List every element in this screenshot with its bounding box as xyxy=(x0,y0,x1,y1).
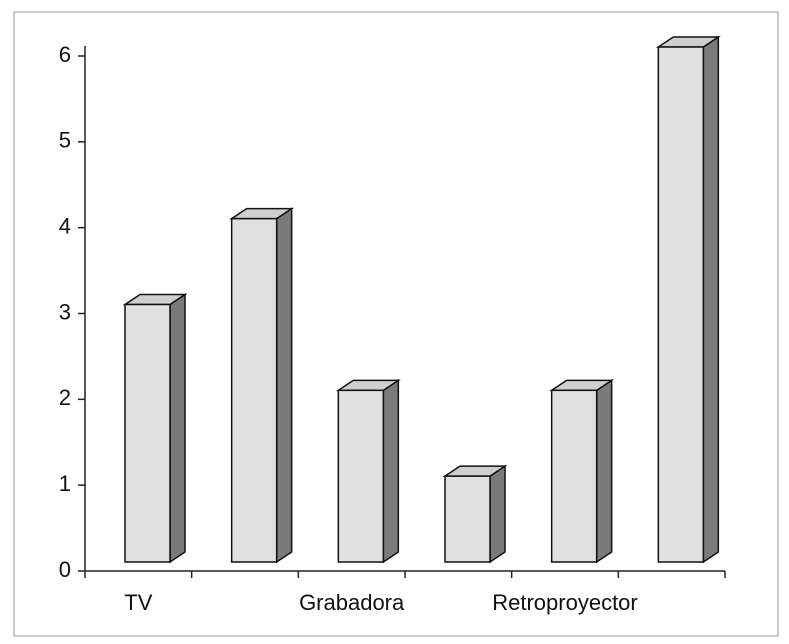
bar xyxy=(657,46,705,563)
bar xyxy=(337,389,385,563)
y-tick-label: 5 xyxy=(59,128,71,153)
bar-side xyxy=(169,293,186,564)
bar-side xyxy=(489,464,506,564)
y-tick-label: 1 xyxy=(59,471,71,496)
bar xyxy=(444,475,491,563)
x-tick-label: TV xyxy=(124,590,152,615)
bar-side xyxy=(595,378,613,564)
x-tick-label: Retroproyector xyxy=(492,590,638,615)
bar-side xyxy=(702,35,720,564)
bar-side xyxy=(382,378,400,564)
x-tick-label: Grabadora xyxy=(299,590,405,615)
y-tick-label: 3 xyxy=(59,299,71,324)
y-tick-label: 4 xyxy=(59,213,71,238)
bar-side xyxy=(275,207,293,564)
y-tick-label: 2 xyxy=(59,385,71,410)
y-tick-label: 6 xyxy=(59,42,71,67)
bar xyxy=(550,389,598,563)
bar xyxy=(124,303,171,563)
bar xyxy=(230,217,278,563)
y-tick-label: 0 xyxy=(59,557,71,582)
